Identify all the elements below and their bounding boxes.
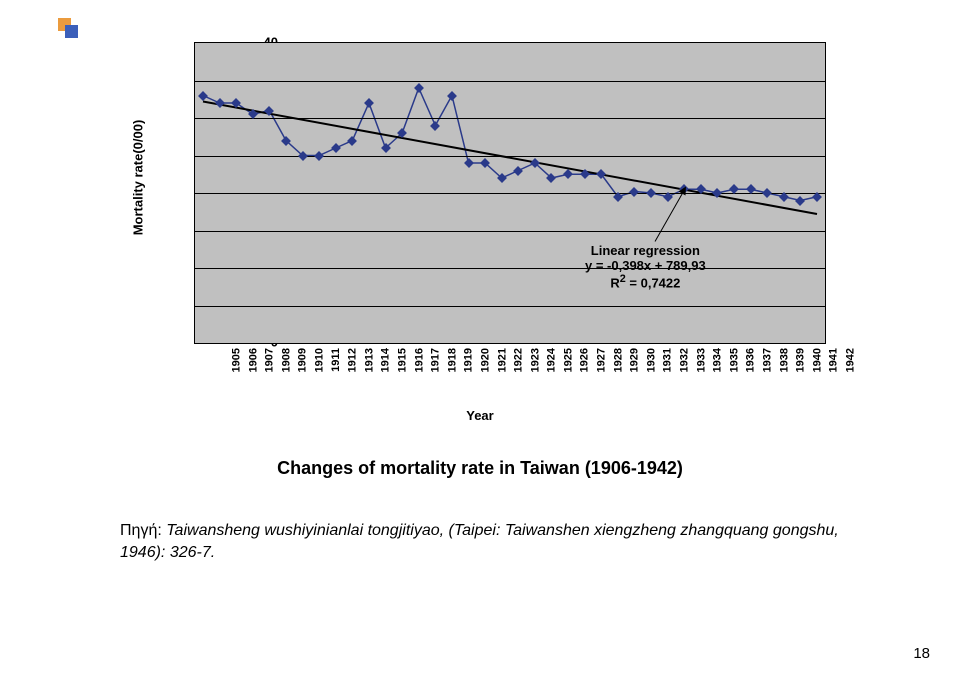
data-marker (563, 169, 573, 179)
plot-area: Linear regression y = -0,398x + 789,93 R… (194, 42, 826, 344)
x-tick-label: 1934 (712, 348, 724, 372)
regression-r2: R2 = 0,7422 (585, 273, 706, 290)
accent-square-blue (65, 25, 78, 38)
data-marker (364, 98, 374, 108)
gridline (195, 268, 825, 269)
data-marker (347, 136, 357, 146)
gridline (195, 118, 825, 119)
mortality-chart: Mortality rate(0/00) 0510152025303540 Li… (130, 30, 850, 400)
data-marker (298, 151, 308, 161)
data-marker (646, 188, 656, 198)
data-marker (198, 91, 208, 101)
data-marker (281, 136, 291, 146)
x-tick-label: 1918 (446, 348, 458, 372)
x-tick-label: 1914 (380, 348, 392, 372)
x-tick-label: 1927 (596, 348, 608, 372)
data-marker (314, 151, 324, 161)
data-marker (530, 158, 540, 168)
x-tick-label: 1923 (529, 348, 541, 372)
x-tick-label: 1932 (679, 348, 691, 372)
x-tick-label: 1933 (695, 348, 707, 372)
data-marker (497, 173, 507, 183)
x-tick-label: 1938 (778, 348, 790, 372)
chart-title: Changes of mortality rate in Taiwan (190… (0, 458, 960, 479)
x-tick-label: 1942 (844, 348, 856, 372)
data-marker (480, 158, 490, 168)
x-tick-label: 1906 (247, 348, 259, 372)
x-tick-label: 1941 (828, 348, 840, 372)
data-marker (447, 91, 457, 101)
gridline (195, 306, 825, 307)
data-marker (381, 143, 391, 153)
x-tick-label: 1929 (629, 348, 641, 372)
x-tick-label: 1917 (430, 348, 442, 372)
x-axis-label: Year (0, 408, 960, 423)
x-tick-label: 1935 (728, 348, 740, 372)
data-marker (712, 188, 722, 198)
data-marker (464, 158, 474, 168)
data-marker (547, 173, 557, 183)
x-tick-label: 1936 (745, 348, 757, 372)
x-tick-label: 1924 (546, 348, 558, 372)
data-marker (215, 98, 225, 108)
data-marker (264, 106, 274, 116)
x-tick-label: 1912 (347, 348, 359, 372)
x-tick-label: 1921 (496, 348, 508, 372)
x-tick-label: 1913 (363, 348, 375, 372)
x-tick-label: 1931 (662, 348, 674, 372)
x-tick-label: 1939 (795, 348, 807, 372)
x-tick-label: 1930 (645, 348, 657, 372)
source-label: Πηγή: (120, 522, 162, 539)
source-text: Taiwansheng wushiyinianlai tongjitiyao, … (120, 522, 839, 561)
page-number: 18 (913, 645, 930, 662)
x-tick-label: 1915 (396, 348, 408, 372)
regression-annotation: Linear regression y = -0,398x + 789,93 R… (585, 243, 706, 290)
x-tick-label: 1920 (479, 348, 491, 372)
x-tick-label: 1926 (579, 348, 591, 372)
x-tick-label: 1909 (297, 348, 309, 372)
x-tick-label: 1910 (313, 348, 325, 372)
x-tick-label: 1908 (280, 348, 292, 372)
data-marker (596, 169, 606, 179)
y-axis-label: Mortality rate(0/00) (130, 120, 145, 236)
data-marker (414, 83, 424, 93)
x-tick-label: 1922 (513, 348, 525, 372)
x-tick-label: 1928 (612, 348, 624, 372)
regression-equation: y = -0,398x + 789,93 (585, 258, 706, 273)
gridline (195, 193, 825, 194)
x-tick-label: 1937 (762, 348, 774, 372)
data-marker (430, 121, 440, 131)
data-marker (630, 187, 640, 197)
x-tick-label: 1919 (463, 348, 475, 372)
gridline (195, 156, 825, 157)
gridline (195, 231, 825, 232)
x-tick-label: 1911 (329, 348, 341, 372)
data-marker (397, 128, 407, 138)
data-marker (513, 166, 523, 176)
x-tick-label: 1907 (264, 348, 276, 372)
x-tick-label: 1916 (413, 348, 425, 372)
source-caption: Πηγή: Taiwansheng wushiyinianlai tongjit… (120, 520, 840, 563)
data-marker (580, 169, 590, 179)
data-marker (762, 188, 772, 198)
x-tick-label: 1925 (562, 348, 574, 372)
data-marker (231, 98, 241, 108)
x-tick-label: 1940 (811, 348, 823, 372)
data-marker (331, 143, 341, 153)
regression-title: Linear regression (585, 243, 706, 258)
data-marker (795, 196, 805, 206)
x-tick-label: 1905 (230, 348, 242, 372)
gridline (195, 81, 825, 82)
